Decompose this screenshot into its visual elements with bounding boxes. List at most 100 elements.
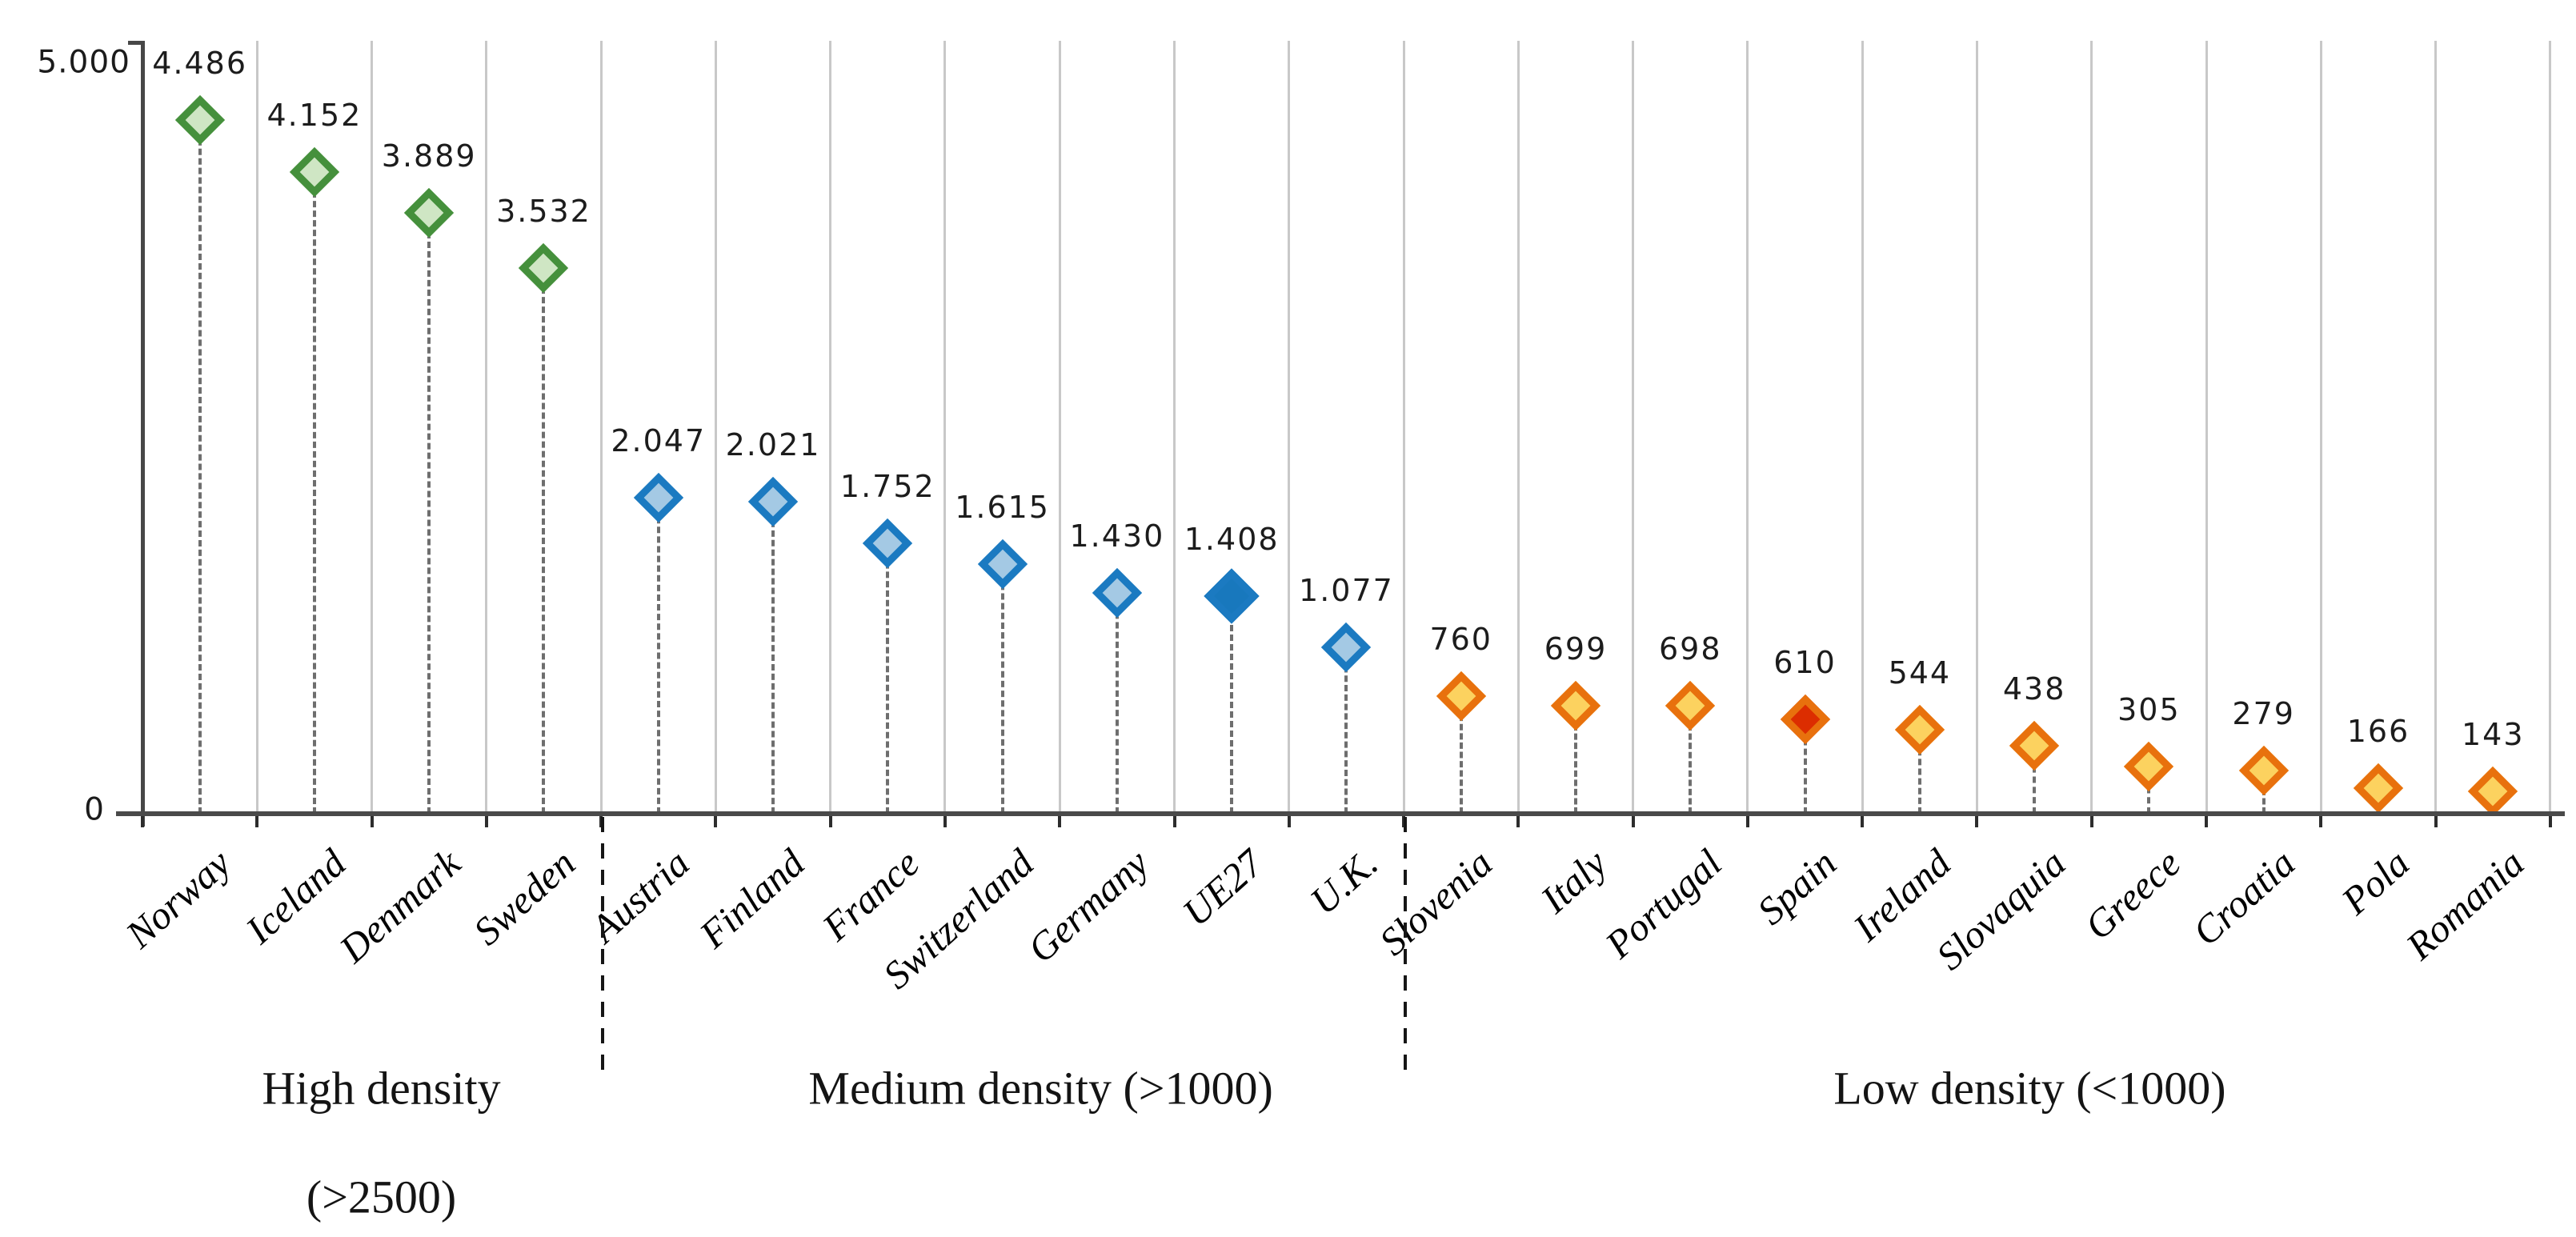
marker-stem-slovenia	[1459, 696, 1463, 814]
diamond-marker-spain	[1780, 695, 1830, 745]
diamond-marker-finland	[747, 476, 799, 526]
marker-stem-italy	[1574, 705, 1577, 814]
diamond-marker-sweden	[519, 242, 569, 293]
x-axis-tick	[943, 814, 947, 827]
gridline	[255, 41, 258, 814]
x-axis-label-croatia: Croatia	[2184, 840, 2304, 955]
x-axis-tick	[141, 814, 144, 827]
marker-stem-switzerland	[1000, 563, 1004, 814]
value-label-pola: 166	[2346, 713, 2410, 749]
gridline	[1861, 41, 1864, 814]
x-axis-tick	[2548, 814, 2552, 827]
value-label-croatia: 279	[2232, 696, 2295, 732]
value-label-slovenia: 760	[1429, 622, 1492, 658]
diamond-marker-u-k	[1321, 622, 1372, 673]
x-axis-tick	[1975, 814, 1979, 827]
gridline	[943, 41, 947, 814]
x-axis-tick	[1861, 814, 1865, 827]
marker-stem-u-k	[1344, 647, 1348, 814]
x-axis-label-germany: Germany	[1019, 840, 1157, 971]
diamond-marker-slovenia	[1436, 671, 1486, 722]
x-axis-label-romania: Romania	[2398, 840, 2533, 969]
gridline	[714, 41, 717, 814]
value-label-portugal: 698	[1659, 631, 1722, 667]
x-axis-tick	[2205, 814, 2209, 827]
x-axis-label-norway: Norway	[117, 840, 240, 957]
diamond-marker-germany	[1092, 567, 1142, 618]
diamond-marker-switzerland	[977, 538, 1028, 590]
diamond-marker-denmark	[404, 187, 455, 238]
diamond-marker-romania	[2468, 767, 2518, 817]
value-label-norway: 4.486	[152, 46, 248, 82]
value-label-romania: 143	[2461, 717, 2525, 753]
group-sublabel-high-density-threshold: (>2500)	[306, 1171, 457, 1223]
value-label-slovaquia: 438	[2002, 671, 2066, 707]
x-axis-tick	[1058, 814, 1062, 827]
x-axis-label-denmark: Denmark	[331, 840, 469, 971]
gridline	[1516, 41, 1520, 814]
diamond-marker-norway	[174, 95, 225, 146]
x-axis-label-spain: Spain	[1749, 840, 1845, 934]
diamond-marker-croatia	[2238, 745, 2289, 796]
x-axis-tick	[2089, 814, 2093, 827]
gridline	[2205, 41, 2208, 814]
marker-stem-spain	[1803, 719, 1807, 814]
value-label-ireland: 544	[1888, 655, 1952, 691]
y-axis-line	[141, 41, 145, 827]
diamond-marker-pola	[2353, 763, 2404, 814]
gridline	[1632, 41, 1635, 814]
gridline	[2434, 41, 2438, 814]
x-axis-tick	[828, 814, 832, 827]
diamond-marker-portugal	[1665, 681, 1716, 731]
x-axis-label-greece: Greece	[2076, 840, 2189, 949]
marker-stem-ue27	[1230, 595, 1234, 814]
diamond-marker-slovaquia	[2009, 721, 2060, 771]
diamond-marker-ue27	[1204, 568, 1260, 624]
group-label-low-density: Low density (<1000)	[1833, 1062, 2226, 1115]
gridline	[2549, 41, 2552, 814]
y-axis-top-tick	[128, 41, 142, 45]
gridline	[371, 41, 374, 814]
y-axis-tick-label-5000: 5.000	[37, 44, 130, 81]
value-label-u-k: 1.077	[1299, 572, 1394, 608]
gridline	[2090, 41, 2093, 814]
value-label-spain: 610	[1773, 645, 1837, 681]
x-axis-tick	[1287, 814, 1291, 827]
x-axis-tick	[255, 814, 259, 827]
diamond-marker-iceland	[289, 146, 340, 197]
diamond-marker-france	[863, 518, 913, 568]
marker-stem-austria	[656, 497, 660, 814]
x-axis-tick	[2434, 814, 2438, 827]
group-label-high-density: High density	[262, 1062, 501, 1115]
x-axis-label-finland: Finland	[691, 840, 813, 957]
marker-stem-germany	[1115, 592, 1119, 814]
value-label-austria: 2.047	[611, 422, 707, 458]
x-axis-line	[116, 811, 2565, 816]
gridline	[1058, 41, 1061, 814]
value-label-iceland: 4.152	[266, 97, 363, 133]
gridline	[1746, 41, 1749, 814]
value-label-germany: 1.430	[1069, 518, 1165, 554]
y-axis-tick-label-0: 0	[84, 791, 105, 828]
gridline	[1288, 41, 1291, 814]
diamond-marker-greece	[2124, 741, 2174, 792]
x-axis-label-slovaquia: Slovaquia	[1928, 840, 2074, 979]
x-axis-tick	[1631, 814, 1635, 827]
group-label-medium-density: Medium density (>1000)	[808, 1062, 1273, 1115]
marker-stem-ireland	[1917, 729, 1921, 814]
marker-stem-norway	[198, 120, 202, 814]
group-separator-after-sweden	[601, 817, 605, 1076]
x-axis-label-ue27: UE27	[1173, 840, 1272, 935]
diamond-marker-ireland	[1894, 704, 1945, 755]
marker-stem-denmark	[427, 212, 431, 814]
marker-stem-portugal	[1689, 706, 1693, 814]
gridline	[599, 41, 603, 814]
x-axis-label-portugal: Portugal	[1596, 840, 1730, 967]
marker-stem-france	[886, 542, 890, 814]
x-axis-tick	[1745, 814, 1749, 827]
x-axis-tick	[714, 814, 718, 827]
x-axis-label-italy: Italy	[1532, 840, 1616, 922]
value-label-sweden: 3.532	[496, 193, 591, 229]
x-axis-label-slovenia: Slovenia	[1371, 840, 1501, 964]
